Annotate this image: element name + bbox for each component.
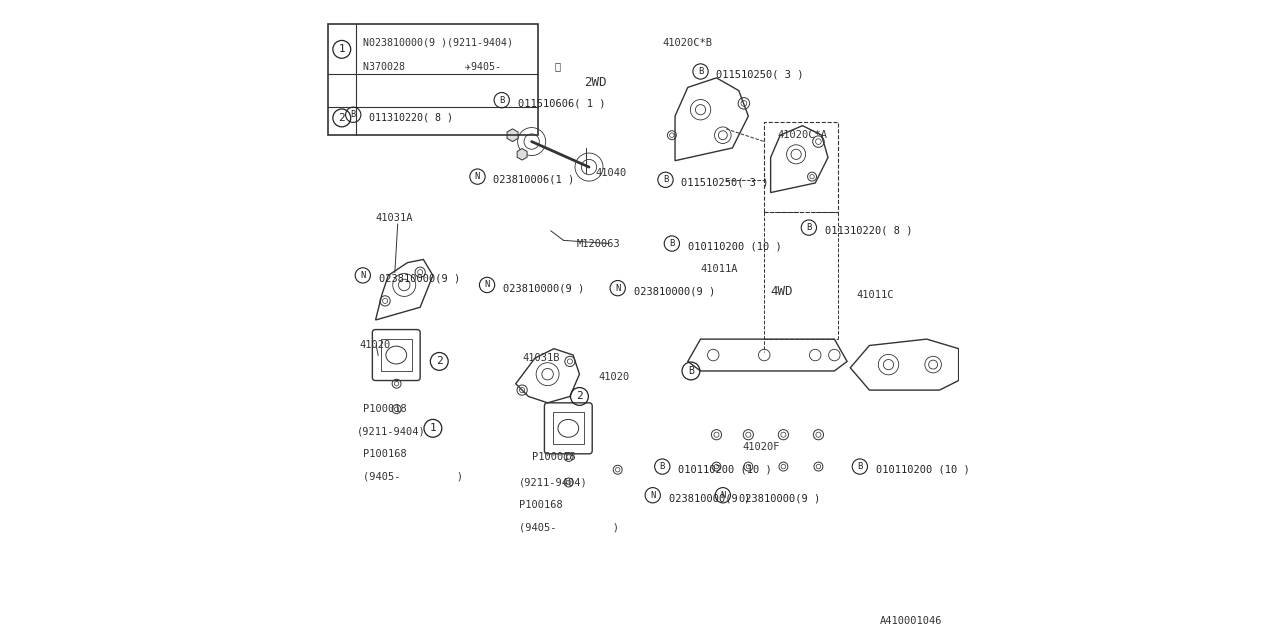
Text: P100018: P100018: [362, 404, 407, 414]
Text: N: N: [360, 271, 366, 280]
Text: 4WD: 4WD: [771, 285, 794, 298]
Text: P100018: P100018: [531, 452, 576, 462]
Text: N: N: [475, 172, 480, 181]
Text: 1: 1: [430, 423, 436, 433]
Text: 41031B: 41031B: [522, 353, 559, 364]
Text: B: B: [669, 239, 675, 248]
Text: 41020C*A: 41020C*A: [777, 130, 827, 140]
Polygon shape: [507, 129, 518, 141]
Text: B: B: [351, 110, 356, 119]
Text: (9405-         ): (9405- ): [362, 471, 463, 481]
Text: 010110200 (10 ): 010110200 (10 ): [687, 242, 782, 252]
Text: 41020F: 41020F: [742, 442, 780, 452]
Text: 41031A: 41031A: [375, 213, 413, 223]
Text: 023810000(9 ): 023810000(9 ): [379, 273, 460, 284]
Text: N023810000(9 )(9211-9404): N023810000(9 )(9211-9404): [362, 37, 513, 47]
Text: N: N: [650, 491, 655, 500]
Text: 011510606( 1 ): 011510606( 1 ): [517, 99, 605, 108]
Text: B: B: [858, 462, 863, 471]
Bar: [764, 122, 837, 212]
Text: 023810000(9 ): 023810000(9 ): [634, 286, 714, 296]
Bar: [380, 339, 412, 371]
Text: B: B: [663, 175, 668, 184]
Text: P100168: P100168: [518, 500, 563, 510]
Text: N370028          ✈9405-         〉: N370028 ✈9405- 〉: [362, 61, 561, 72]
Text: 41040: 41040: [595, 168, 627, 179]
Polygon shape: [517, 148, 527, 160]
Text: B: B: [689, 366, 694, 376]
Text: (9211-9404): (9211-9404): [356, 426, 425, 436]
Text: N: N: [721, 491, 726, 500]
Text: N: N: [484, 280, 490, 289]
Text: 2: 2: [338, 113, 346, 123]
Text: B: B: [659, 462, 666, 471]
Text: 011510250( 3 ): 011510250( 3 ): [681, 178, 769, 188]
Text: 2WD: 2WD: [584, 76, 607, 90]
Text: 41020: 41020: [360, 340, 390, 351]
Text: 011310220( 8 ): 011310220( 8 ): [824, 226, 913, 236]
Text: B: B: [499, 95, 504, 105]
Text: 011310220( 8 ): 011310220( 8 ): [369, 113, 453, 123]
Text: 41011C: 41011C: [856, 289, 895, 300]
Text: 023810000(9 ): 023810000(9 ): [739, 493, 820, 504]
Text: 010110200 (10 ): 010110200 (10 ): [678, 465, 772, 475]
Text: 2: 2: [436, 356, 443, 367]
Text: A410001046: A410001046: [881, 616, 942, 626]
Text: 2: 2: [576, 392, 582, 401]
Text: (9211-9404): (9211-9404): [518, 477, 588, 488]
Text: P100168: P100168: [362, 449, 407, 459]
Text: B: B: [806, 223, 812, 232]
Text: 41020: 41020: [599, 372, 630, 382]
Text: 41020C*B: 41020C*B: [662, 38, 712, 48]
Text: 023810000(9 ): 023810000(9 ): [503, 283, 584, 293]
Text: 011510250( 3 ): 011510250( 3 ): [717, 70, 804, 79]
Bar: [553, 412, 584, 444]
Text: (9405-         ): (9405- ): [518, 522, 620, 532]
Text: 41011A: 41011A: [700, 264, 739, 274]
Text: N: N: [614, 284, 621, 292]
Text: 023810000(9 ): 023810000(9 ): [668, 493, 750, 504]
Text: 023810006(1 ): 023810006(1 ): [493, 175, 575, 185]
Text: 010110200 (10 ): 010110200 (10 ): [876, 465, 969, 475]
Text: M120063: M120063: [576, 239, 620, 248]
Bar: [328, 24, 538, 135]
Text: B: B: [698, 67, 703, 76]
Text: 1: 1: [338, 44, 346, 54]
